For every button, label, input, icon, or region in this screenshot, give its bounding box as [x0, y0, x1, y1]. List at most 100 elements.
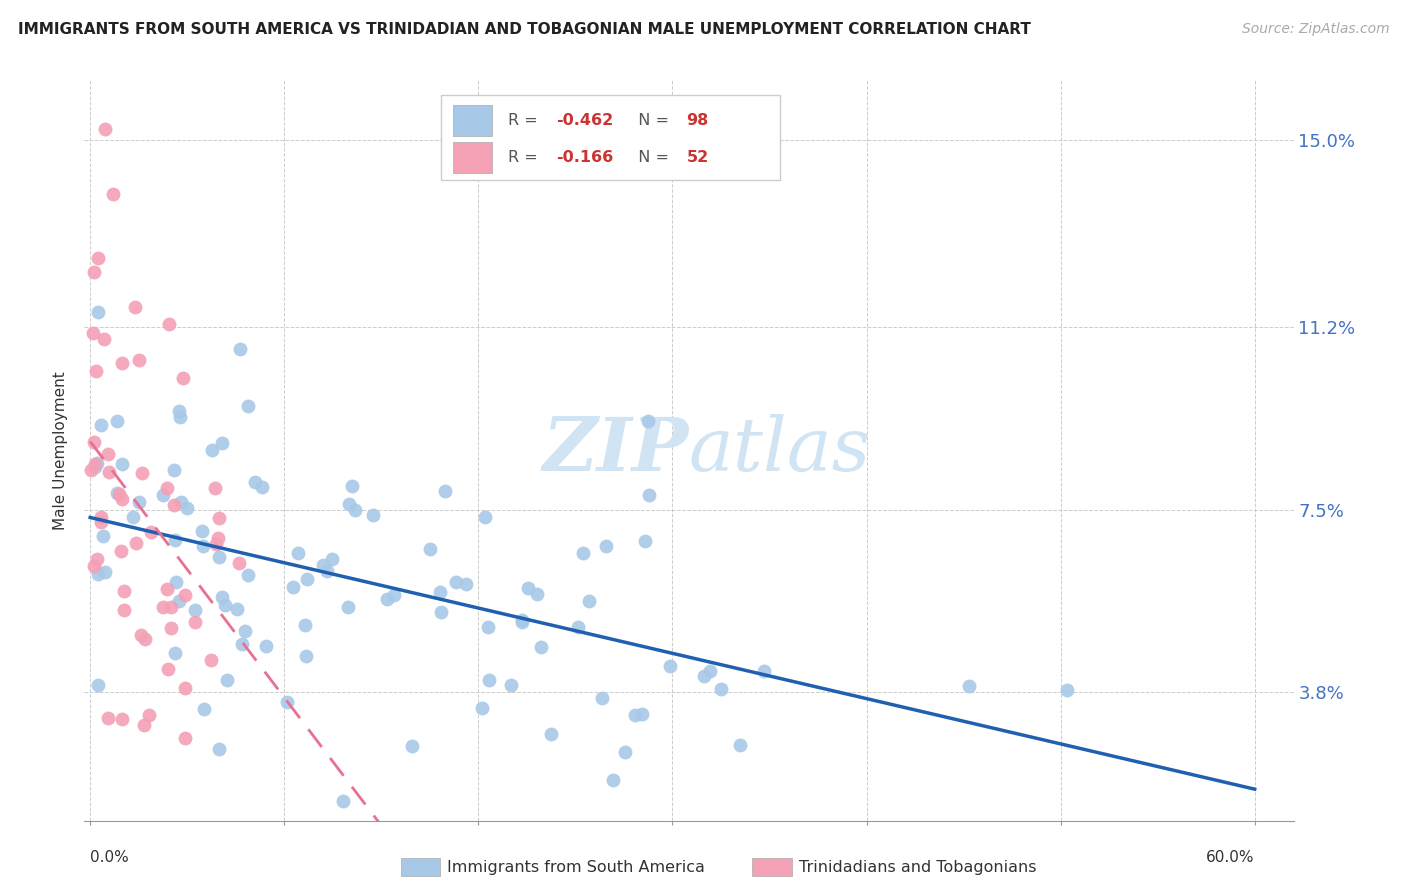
Point: [228, 342, 250, 356]
Point: [200, 653, 222, 667]
Point: [128, 352, 150, 367]
Point: [238, 568, 260, 582]
Text: 0.0%: 0.0%: [90, 850, 129, 865]
Point: [97, 447, 120, 461]
Point: [231, 637, 253, 651]
Point: [184, 603, 207, 617]
Point: [90, 515, 112, 529]
Point: [957, 679, 980, 693]
Y-axis label: Male Unemployment: Male Unemployment: [53, 371, 69, 530]
Point: [157, 318, 180, 332]
Point: [173, 681, 195, 695]
Point: [107, 486, 129, 500]
Point: [208, 742, 231, 756]
Point: [172, 371, 194, 385]
Point: [571, 546, 593, 560]
Text: 52: 52: [686, 150, 709, 165]
Point: [156, 582, 179, 597]
Text: 60.0%: 60.0%: [1206, 850, 1254, 865]
Point: [501, 678, 523, 692]
Point: [128, 494, 150, 508]
Point: [276, 695, 298, 709]
Point: [281, 580, 304, 594]
Point: [173, 588, 195, 602]
Point: [82, 326, 104, 341]
Point: [474, 509, 496, 524]
Text: Trinidadians and Tobagonians: Trinidadians and Tobagonians: [799, 861, 1036, 875]
Point: [138, 707, 160, 722]
Point: [433, 484, 456, 499]
Text: Immigrants from South America: Immigrants from South America: [447, 861, 704, 875]
Point: [160, 621, 183, 635]
Point: [191, 524, 214, 538]
Point: [193, 539, 215, 553]
Point: [228, 557, 250, 571]
Point: [471, 701, 494, 715]
Point: [363, 508, 385, 522]
Point: [111, 457, 134, 471]
Point: [454, 576, 477, 591]
Point: [321, 551, 343, 566]
Point: [152, 599, 174, 614]
Text: N =: N =: [628, 112, 675, 128]
Point: [207, 531, 229, 545]
Point: [287, 545, 309, 559]
Point: [204, 481, 226, 495]
Point: [84, 459, 107, 474]
Point: [97, 711, 120, 725]
Point: [233, 624, 256, 639]
Point: [294, 617, 316, 632]
Point: [207, 549, 229, 564]
Point: [107, 487, 129, 501]
Point: [87, 305, 110, 319]
Point: [165, 574, 187, 589]
Point: [516, 581, 538, 595]
Point: [94, 565, 117, 579]
Point: [122, 510, 145, 524]
Point: [91, 529, 114, 543]
Point: [375, 591, 398, 606]
Point: [157, 662, 180, 676]
Text: Source: ZipAtlas.com: Source: ZipAtlas.com: [1241, 22, 1389, 37]
Point: [93, 332, 115, 346]
Point: [139, 524, 162, 539]
Point: [111, 491, 134, 506]
Point: [211, 435, 233, 450]
Point: [86, 456, 108, 470]
Point: [176, 501, 198, 516]
Point: [83, 265, 105, 279]
Text: -0.462: -0.462: [555, 112, 613, 128]
Point: [340, 478, 363, 492]
Point: [129, 627, 152, 641]
Point: [112, 603, 135, 617]
Point: [170, 495, 193, 509]
Point: [124, 300, 146, 314]
Point: [638, 488, 661, 502]
FancyBboxPatch shape: [453, 104, 492, 136]
Point: [86, 551, 108, 566]
Text: 98: 98: [686, 112, 709, 128]
Point: [419, 542, 441, 557]
Point: [444, 574, 467, 589]
Point: [184, 615, 207, 629]
Point: [477, 620, 499, 634]
Point: [215, 673, 238, 687]
Point: [193, 701, 215, 715]
Point: [344, 502, 367, 516]
Point: [595, 539, 617, 553]
Text: R =: R =: [508, 112, 543, 128]
Point: [591, 690, 613, 705]
Point: [111, 356, 134, 370]
Point: [243, 475, 266, 489]
Point: [297, 572, 319, 586]
Text: atlas: atlas: [689, 414, 872, 487]
Point: [111, 712, 134, 726]
Point: [336, 600, 359, 615]
Point: [84, 457, 107, 471]
Point: [134, 632, 156, 646]
Point: [208, 510, 231, 524]
Point: [83, 559, 105, 574]
Point: [332, 794, 354, 808]
Point: [87, 566, 110, 581]
Point: [131, 466, 153, 480]
